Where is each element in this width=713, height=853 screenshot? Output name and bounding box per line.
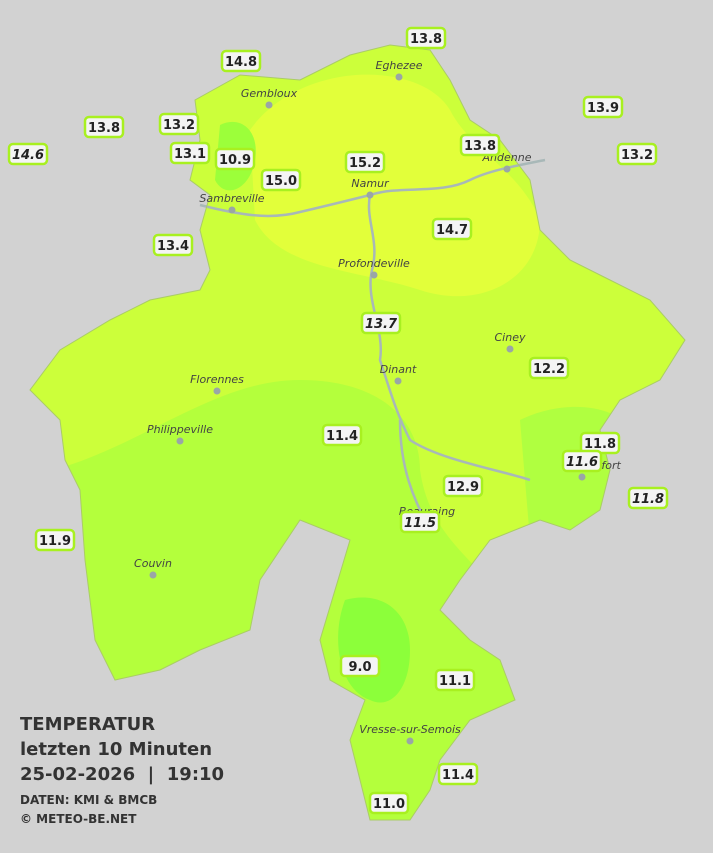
station-value: 13.8	[410, 32, 442, 47]
station-value: 11.8	[584, 437, 616, 452]
station-value: 11.4	[326, 429, 358, 444]
station-value: 13.8	[88, 121, 120, 136]
station-value: 15.2	[349, 156, 381, 171]
legend-source: DATEN: KMI & BMCB	[20, 793, 157, 807]
station-value: 11.1	[439, 674, 471, 689]
station-value: 13.4	[157, 239, 189, 254]
city-dot	[370, 271, 378, 279]
city-dot	[506, 345, 514, 353]
station-box	[399, 510, 441, 534]
city-dot	[394, 377, 402, 385]
city-dot	[406, 737, 414, 745]
station-box	[260, 168, 302, 192]
cities: EghezeeGemblouxAndenneNamurSambrevillePr…	[134, 59, 621, 745]
station-value: 13.7	[365, 317, 398, 332]
station-value: 11.0	[373, 797, 405, 812]
legend-title: TEMPERATUR	[20, 714, 155, 735]
station-box	[459, 133, 501, 157]
city-dot	[149, 571, 157, 579]
station-value: 11.4	[442, 768, 474, 783]
station-value: 12.9	[447, 480, 479, 495]
station-box	[34, 528, 76, 552]
city-dot	[176, 437, 184, 445]
legend-subtitle: letzten 10 Minuten	[20, 739, 212, 760]
legend-timestamp: 25-02-2026 | 19:10	[20, 764, 224, 785]
station-box	[339, 654, 381, 678]
station-value: 11.6	[566, 455, 598, 470]
city-dot	[503, 165, 511, 173]
station-box	[627, 486, 669, 510]
city-label: Profondeville	[338, 257, 410, 270]
city-label: Florennes	[190, 373, 244, 386]
city-dot	[213, 387, 221, 395]
station-value: 11.9	[39, 534, 71, 549]
station-box	[360, 311, 402, 335]
station-box	[169, 141, 211, 165]
station-box	[442, 474, 484, 498]
station-value: 13.2	[163, 118, 195, 133]
station-box	[344, 150, 386, 174]
station-box	[220, 49, 262, 73]
stations: 14.8 13.8 13.9 13.8 13.2 14.6 13.1 10.9 15.0 15.2…	[7, 26, 669, 815]
station-box	[561, 449, 603, 473]
station-box	[582, 95, 624, 119]
station-value: 13.1	[174, 147, 206, 162]
city-label: Couvin	[134, 557, 172, 570]
station-box	[616, 142, 658, 166]
station-value: 12.2	[533, 362, 565, 377]
station-box	[158, 112, 200, 136]
station-box	[431, 217, 473, 241]
city-label: Namur	[351, 177, 390, 190]
station-box	[434, 668, 476, 692]
city-label: Sambreville	[199, 192, 264, 205]
station-box	[528, 356, 570, 380]
station-value: 9.0	[348, 660, 371, 675]
city-dot	[265, 101, 273, 109]
city-label: Ciney	[495, 331, 526, 344]
legend-copyright: © METEO-BE.NET	[20, 812, 137, 826]
city-label: Dinant	[380, 363, 417, 376]
station-value: 14.7	[436, 223, 468, 238]
city-label: Gembloux	[241, 87, 298, 100]
city-label: Vresse-sur-Semois	[359, 723, 461, 736]
station-value: 15.0	[265, 174, 297, 189]
station-value: 13.2	[621, 148, 653, 163]
station-box	[152, 233, 194, 257]
city-dot	[395, 73, 403, 81]
station-value: 11.8	[632, 492, 664, 507]
station-box	[7, 142, 49, 166]
station-box	[83, 115, 125, 139]
city-dot	[366, 191, 374, 199]
station-box	[437, 762, 479, 786]
station-box	[214, 147, 256, 171]
station-box	[368, 791, 410, 815]
city-label: Philippeville	[147, 423, 213, 436]
station-box	[405, 26, 447, 50]
station-value: 10.9	[219, 153, 251, 168]
station-value: 11.5	[404, 516, 436, 531]
city-dot	[228, 206, 236, 214]
station-value: 14.8	[225, 55, 257, 70]
station-value: 14.6	[12, 148, 44, 163]
city-label: Eghezee	[376, 59, 423, 72]
city-dot	[578, 473, 586, 481]
station-value: 13.9	[587, 101, 619, 116]
station-box	[321, 423, 363, 447]
station-value: 13.8	[464, 139, 496, 154]
